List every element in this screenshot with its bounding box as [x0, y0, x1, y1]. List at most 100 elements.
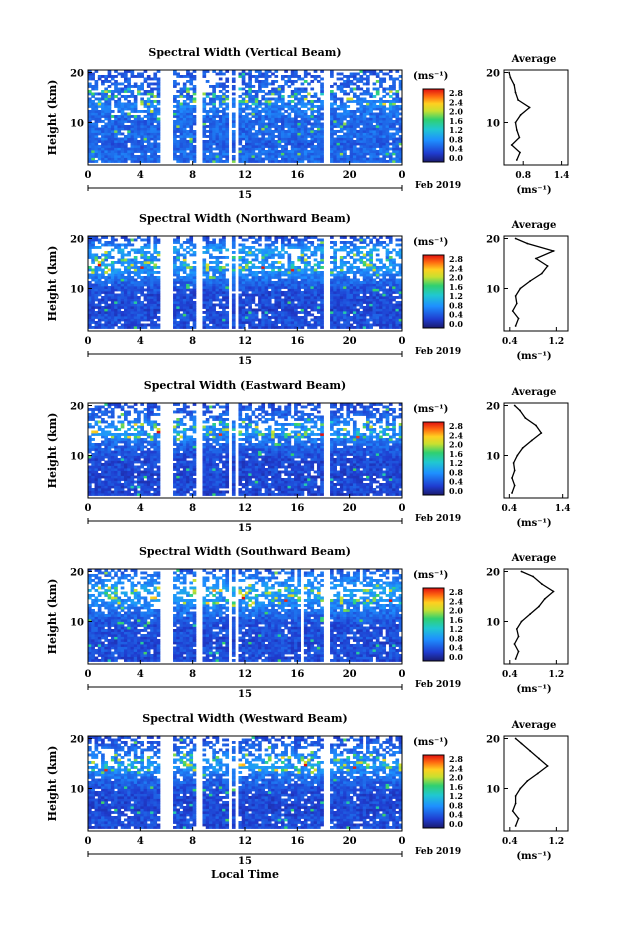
heatmap-cell — [369, 251, 373, 254]
heatmap-cell — [291, 120, 295, 123]
heatmap-cell — [389, 118, 393, 121]
heatmap-cell — [363, 316, 367, 319]
heatmap-cell — [147, 319, 151, 322]
heatmap-cell — [389, 158, 393, 161]
heatmap-cell — [317, 294, 321, 297]
heatmap-cell — [131, 311, 135, 314]
heatmap-cell — [104, 133, 108, 136]
heatmap-cell — [88, 115, 92, 118]
heatmap-cell — [366, 143, 370, 146]
heatmap-cell — [297, 135, 301, 138]
heatmap-cell — [268, 148, 272, 151]
heatmap-cell — [183, 319, 187, 322]
heatmap-cell — [392, 314, 396, 317]
heatmap-cell — [395, 120, 399, 123]
heatmap-cell — [320, 299, 324, 302]
heatmap-cell — [301, 259, 305, 262]
heatmap-cell — [183, 276, 187, 279]
heatmap-cell — [91, 284, 95, 287]
heatmap-cell — [261, 279, 265, 282]
heatmap-cell — [297, 123, 301, 126]
heatmap-cell — [261, 95, 265, 98]
heatmap-cell — [222, 95, 226, 98]
heatmap-cell — [121, 150, 125, 153]
heatmap-cell — [333, 95, 337, 98]
heatmap-cell — [124, 291, 128, 294]
heatmap-cell — [366, 120, 370, 123]
heatmap-cell — [91, 103, 95, 106]
heatmap-cell — [216, 108, 220, 111]
heatmap-cell — [242, 125, 246, 128]
heatmap-cell — [317, 284, 321, 287]
heatmap-cell — [127, 259, 131, 262]
heatmap-cell — [222, 271, 226, 274]
heatmap-cell — [176, 83, 180, 86]
heatmap-cell — [108, 294, 112, 297]
heatmap-cell — [137, 123, 141, 126]
heatmap-cell — [310, 128, 314, 131]
heatmap-cell — [189, 75, 193, 78]
heatmap-cell — [350, 266, 354, 269]
heatmap-cell — [232, 158, 236, 161]
average-profile-point — [513, 84, 515, 86]
heatmap-cell — [157, 83, 161, 86]
heatmap-cell — [304, 143, 308, 146]
heatmap-cell — [320, 108, 324, 111]
heatmap-cell — [140, 120, 144, 123]
heatmap-cell — [104, 284, 108, 287]
heatmap-cell — [301, 326, 305, 329]
heatmap-cell — [137, 115, 141, 118]
heatmap-cell — [225, 148, 229, 151]
heatmap-cell — [153, 256, 157, 259]
heatmap-cell — [320, 241, 324, 244]
heatmap-cell — [261, 130, 265, 133]
heatmap-cell — [111, 120, 115, 123]
heatmap-cell — [359, 296, 363, 299]
heatmap-cell — [121, 259, 125, 262]
heatmap-cell — [294, 113, 298, 116]
heatmap-cell — [193, 78, 197, 81]
heatmap-cell — [202, 269, 206, 272]
panel-northward: Spectral Width (Northward Beam)1020Heigh… — [46, 212, 568, 367]
heatmap-cell — [366, 281, 370, 284]
heatmap-cell — [252, 75, 256, 78]
heatmap-cell — [261, 133, 265, 136]
heatmap-cell — [265, 306, 269, 309]
heatmap-cell — [359, 289, 363, 292]
heatmap-cell — [193, 294, 197, 297]
heatmap-cell — [127, 286, 131, 289]
heatmap-cell — [127, 244, 131, 247]
heatmap-cell — [232, 155, 236, 158]
heatmap-cell — [150, 110, 154, 113]
heatmap-cell — [294, 284, 298, 287]
heatmap-cell — [147, 105, 151, 108]
heatmap-cell — [369, 281, 373, 284]
heatmap-cell — [180, 105, 184, 108]
heatmap-cell — [359, 261, 363, 264]
heatmap-cell — [153, 279, 157, 282]
heatmap-cell — [206, 130, 210, 133]
heatmap-cell — [356, 271, 360, 274]
heatmap-cell — [317, 128, 321, 131]
heatmap-cell — [373, 306, 377, 309]
heatmap-cell — [337, 145, 341, 148]
heatmap-cell — [91, 291, 95, 294]
heatmap-cell — [108, 138, 112, 141]
heatmap-cell — [265, 155, 269, 158]
heatmap-cell — [278, 100, 282, 103]
heatmap-cell — [121, 120, 125, 123]
heatmap-cell — [127, 326, 131, 329]
heatmap-cell — [304, 299, 308, 302]
heatmap-cell — [369, 256, 373, 259]
heatmap-cell — [268, 135, 272, 138]
heatmap-cell — [392, 286, 396, 289]
heatmap-cell — [157, 138, 161, 141]
heatmap-cell — [140, 125, 144, 128]
heatmap-cell — [173, 83, 177, 86]
heatmap-cell — [124, 304, 128, 307]
heatmap-cell — [193, 115, 197, 118]
heatmap-cell — [392, 113, 396, 116]
heatmap-cell — [242, 83, 246, 86]
heatmap-cell — [373, 271, 377, 274]
heatmap-cell — [157, 148, 161, 151]
